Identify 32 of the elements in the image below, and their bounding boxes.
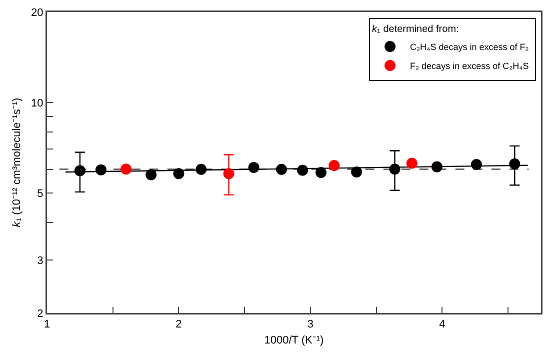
x-axis-title: 1000/T (K⁻¹) [264, 334, 324, 347]
point [248, 162, 260, 173]
point [276, 164, 287, 175]
point [146, 169, 157, 180]
y-tick-label: 10 [31, 97, 44, 110]
point [196, 164, 207, 175]
legend-title: k₁ determined from: [372, 24, 459, 36]
point [406, 158, 418, 169]
point [389, 164, 400, 175]
point [470, 158, 482, 170]
y-tick-label: 3 [37, 254, 44, 267]
point [328, 160, 340, 172]
point [297, 164, 308, 176]
point [173, 168, 184, 180]
point [351, 166, 362, 178]
point [74, 165, 86, 176]
x-tick-label: 1 [44, 318, 50, 331]
x-tick-label: 4 [439, 318, 446, 331]
y-tick-label: 20 [31, 6, 44, 19]
point [96, 164, 107, 176]
point [509, 158, 520, 170]
y-axis-title: k₁ (10⁻¹² cm³molecule⁻¹s⁻¹) [10, 98, 23, 228]
point [120, 164, 132, 175]
y-tick-label: 2 [37, 308, 44, 320]
legend-label: F₂ decays in excess of C₂H₄S [410, 61, 529, 72]
y-tick-label: 5 [37, 188, 44, 200]
x-tick-label: 3 [307, 318, 314, 331]
point [431, 161, 442, 172]
point [316, 166, 327, 178]
x-tick-label: 2 [176, 318, 182, 331]
legend-label: C₂H₄S decays in excess of F₂ [410, 42, 530, 52]
point [223, 168, 234, 180]
